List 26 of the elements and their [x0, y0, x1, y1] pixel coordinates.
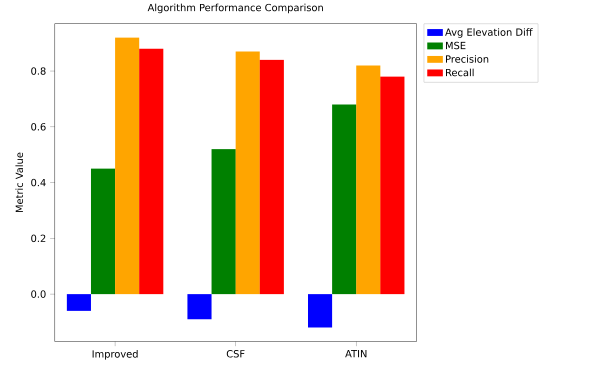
chart-title: Algorithm Performance Comparison	[148, 4, 323, 14]
bar	[236, 52, 260, 294]
legend-label: MSE	[446, 42, 466, 50]
legend-label: Avg Elevation Diff	[445, 28, 533, 38]
bar	[115, 38, 140, 294]
bar	[90, 168, 116, 294]
bar	[66, 294, 91, 311]
y-tick-label: 0.4	[31, 178, 46, 186]
bar	[308, 294, 332, 328]
bar	[356, 66, 380, 294]
y-axis-title: Metric Value	[15, 152, 24, 212]
legend-label: Recall	[446, 68, 474, 76]
x-tick-label: ATIN	[345, 350, 366, 358]
bar	[332, 104, 356, 294]
bar	[139, 48, 164, 294]
bar	[380, 76, 404, 294]
bar	[187, 294, 212, 320]
y-tick-label: 0.6	[31, 123, 46, 131]
x-tick-label: CSF	[226, 350, 244, 358]
y-tick-label: 0.8	[31, 67, 46, 75]
bar	[260, 60, 284, 294]
bar	[212, 149, 236, 294]
y-tick-label: 0.2	[31, 234, 46, 242]
y-tick-label: 0.0	[31, 290, 46, 298]
x-tick-label: Improved	[92, 350, 138, 360]
legend-label: Precision	[446, 55, 488, 63]
